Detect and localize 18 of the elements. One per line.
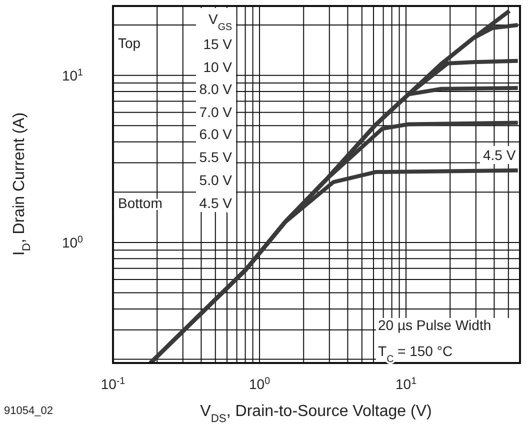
- annotation: V$_{GS}$: [208, 11, 232, 32]
- x-axis-title: V$_{DS}$, Drain-to-Source Voltage (V): [200, 403, 432, 425]
- text: 91054_02: [4, 405, 53, 417]
- x-tick-label: 10$^{0}$: [248, 376, 271, 392]
- annotation: 20 µs Pulse Width: [378, 317, 492, 333]
- annotation: 15 V: [203, 36, 233, 52]
- annotation: 4.5 V: [483, 147, 516, 163]
- annotation: 10 V: [203, 59, 233, 75]
- x-tick-label: 10$^{-1}$: [100, 376, 126, 392]
- annotation: 5.5 V: [199, 149, 233, 165]
- annotation: 8.0 V: [199, 81, 233, 97]
- annotation: T$_{C}$ = 150 °C: [378, 343, 453, 364]
- annotation: 7.0 V: [199, 104, 233, 120]
- annotation: 5.0 V: [199, 172, 233, 188]
- x-tick-label: 10$^{1}$: [395, 376, 417, 392]
- annotation: 4.5 V: [199, 195, 233, 211]
- annotation: 6.0 V: [199, 126, 233, 142]
- annotation: Top: [118, 35, 141, 51]
